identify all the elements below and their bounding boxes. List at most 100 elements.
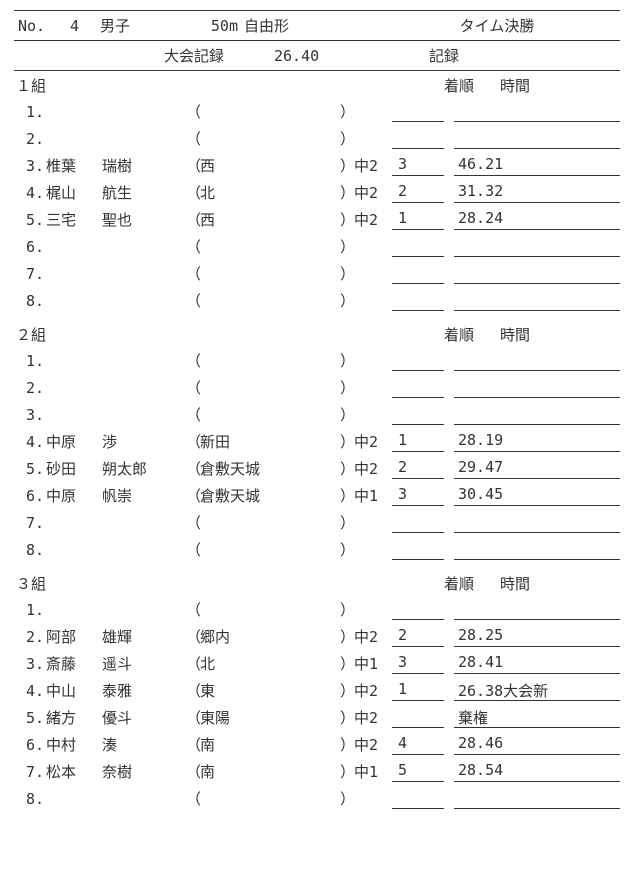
paren-open: （ [186,404,200,425]
paren-open: （ [186,761,200,782]
lane-number: 3. [14,406,46,424]
time-header: 時間 [500,573,620,594]
grade: 中2 [354,680,392,701]
swimmer-given-name: 雄輝 [102,626,186,647]
lane-row: 6.中原帆崇（倉敷天城）中1330.45 [14,482,620,509]
paren-close: ） [340,680,354,701]
time-cell [454,263,620,284]
paren-open: （ [186,377,200,398]
lane-row: 6.中村湊（南）中2428.46 [14,731,620,758]
place-cell [392,377,444,398]
paren-close: ） [340,404,354,425]
lane-number: 6. [14,238,46,256]
time-cell: 28.41 [454,653,620,674]
paren-close: ） [340,236,354,257]
team-name: 西 [200,209,340,230]
place-cell: 3 [392,155,444,176]
team-name: 北 [200,182,340,203]
swimmer-surname: 三宅 [46,209,102,230]
swimmer-surname: 椎葉 [46,155,102,176]
swimmer-given-name: 聖也 [102,209,186,230]
place-cell: 2 [392,182,444,203]
paren-close: ） [340,290,354,311]
lane-row: 5.砂田朔太郎（倉敷天城）中2229.47 [14,455,620,482]
paren-open: （ [186,236,200,257]
no-label: No. [14,17,70,35]
time-header: 時間 [500,75,620,96]
place-cell: 2 [392,458,444,479]
place-cell: 1 [392,680,444,701]
paren-close: ） [340,485,354,506]
paren-close: ） [340,128,354,149]
paren-close: ） [340,599,354,620]
paren-open: （ [186,458,200,479]
grade: 中2 [354,209,392,230]
grade: 中2 [354,182,392,203]
heat-block: ２組着順時間1.（）2.（）3.（）4.中原渉（新田）中2128.195.砂田朔… [14,322,620,569]
paren-close: ） [340,182,354,203]
paren-open: （ [186,290,200,311]
lane-number: 1. [14,352,46,370]
lane-number: 2. [14,379,46,397]
team-name: 郷内 [200,626,340,647]
team-name: 新田 [200,431,340,452]
paren-close: ） [340,263,354,284]
time-cell [454,350,620,371]
grade: 中2 [354,626,392,647]
swimmer-given-name: 航生 [102,182,186,203]
place-cell [392,539,444,560]
lane-number: 5. [14,460,46,478]
lane-row: 7.（） [14,509,620,536]
lane-number: 7. [14,514,46,532]
time-cell: 28.46 [454,734,620,755]
paren-open: （ [186,263,200,284]
paren-open: （ [186,653,200,674]
lane-row: 4.中山泰雅（東）中2126.38大会新 [14,677,620,704]
time-cell [454,128,620,149]
place-header: 着順 [444,324,500,345]
paren-open: （ [186,680,200,701]
distance: 50m [172,17,244,35]
swimmer-surname: 松本 [46,761,102,782]
time-cell: 26.38大会新 [454,680,620,701]
heat-block: ３組着順時間1.（）2.阿部雄輝（郷内）中2228.253.斎藤遥斗（北）中13… [14,571,620,818]
paren-open: （ [186,512,200,533]
gender: 男子 [100,15,172,36]
lane-number: 3. [14,655,46,673]
time-cell [454,512,620,533]
lane-row: 3.椎葉瑞樹（西）中2346.21 [14,152,620,179]
swimmer-given-name: 優斗 [102,707,186,728]
paren-close: ） [340,209,354,230]
heat-label: ３組 [14,573,444,594]
grade: 中2 [354,707,392,728]
place-cell: 3 [392,485,444,506]
time-cell [454,236,620,257]
paren-close: ） [340,155,354,176]
place-cell [392,128,444,149]
time-cell: 46.21 [454,155,620,176]
paren-open: （ [186,101,200,122]
swimmer-surname: 中山 [46,680,102,701]
place-cell [392,599,444,620]
time-cell: 30.45 [454,485,620,506]
lane-row: 7.松本奈樹（南）中1528.54 [14,758,620,785]
time-cell: 29.47 [454,458,620,479]
lane-row: 8.（） [14,536,620,563]
lane-number: 2. [14,130,46,148]
lane-row: 1.（） [14,347,620,374]
record-row: 大会記録 26.40 記録 [14,41,620,71]
time-cell: 28.19 [454,431,620,452]
grade: 中1 [354,761,392,782]
place-cell [392,707,444,728]
heat-header: ２組着順時間 [14,322,620,347]
time-cell: 28.25 [454,626,620,647]
paren-close: ） [340,539,354,560]
paren-close: ） [340,626,354,647]
heat-label: １組 [14,75,444,96]
swimmer-surname: 梶山 [46,182,102,203]
lane-row: 2.（） [14,374,620,401]
record-value: 26.40 [274,47,394,65]
place-cell [392,101,444,122]
paren-close: ） [340,788,354,809]
time-cell [454,377,620,398]
